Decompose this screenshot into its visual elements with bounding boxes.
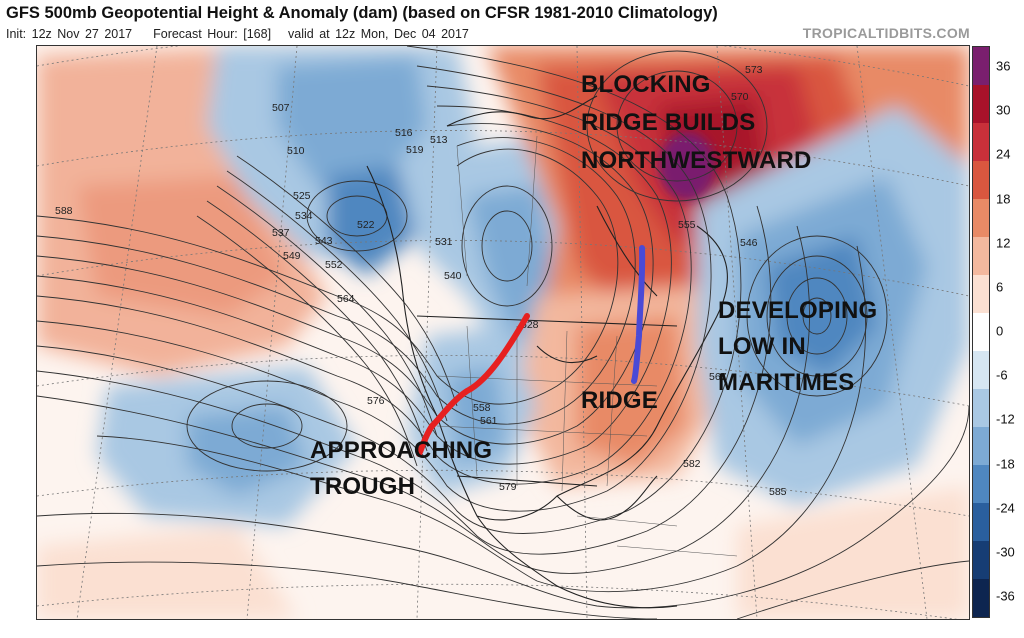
colorbar-tick-label: 6 xyxy=(996,279,1004,295)
contour-label: 549 xyxy=(283,250,301,262)
contour-label: 540 xyxy=(444,270,462,282)
map-title: GFS 500mb Geopotential Height & Anomaly … xyxy=(6,4,718,22)
contour-label: 579 xyxy=(499,481,517,493)
colorbar-tick-label: 0 xyxy=(996,323,1004,339)
contour-label: 537 xyxy=(272,227,290,239)
graticule xyxy=(37,46,969,619)
colorbar-tick-label: -12 xyxy=(996,411,1015,427)
site-watermark: TROPICALTIDBITS.COM xyxy=(802,25,970,41)
maritimes-low-annotation: DEVELOPING LOW IN MARITIMES xyxy=(718,296,877,398)
contour-label: 543 xyxy=(315,235,333,247)
colorbar-tick-label: -36 xyxy=(996,588,1015,604)
contour-label: 567 xyxy=(709,371,727,383)
colorbar-tick-label: -6 xyxy=(996,367,1008,383)
annotation-line: NORTHWESTWARD xyxy=(581,147,812,174)
ridge-axis xyxy=(631,245,646,384)
anomaly-colorbar xyxy=(972,46,990,618)
contour-label: 510 xyxy=(287,145,305,157)
colorbar-tick-label: -18 xyxy=(996,456,1015,471)
contour-label: 552 xyxy=(325,259,343,271)
valid-time: valid at 12z Mon, Dec 04 2017 xyxy=(288,27,469,41)
forecast-hour: Forecast Hour: [168] xyxy=(153,27,272,41)
contour-label: 522 xyxy=(357,219,375,231)
contour-label: 573 xyxy=(745,64,763,76)
contour-labels: 507 510 513 516 519 522 525 528 531 534 … xyxy=(55,64,787,498)
max-anomaly-core xyxy=(659,132,715,200)
map-panel: 507 510 513 516 519 522 525 528 531 534 … xyxy=(36,45,970,620)
anomaly-map: 507 510 513 516 519 522 525 528 531 534 … xyxy=(37,46,969,619)
contour-label: 555 xyxy=(678,219,696,231)
contour-label: 561 xyxy=(480,415,498,427)
contour-label: 570 xyxy=(731,91,749,103)
coastlines xyxy=(366,95,728,609)
annotation-line: APPROACHING xyxy=(310,437,493,464)
init-time: Init: 12z Nov 27 2017 xyxy=(6,27,133,41)
contour-label: 546 xyxy=(740,237,758,249)
state-borders xyxy=(436,135,738,557)
contour-label: 519 xyxy=(406,144,424,156)
annotation-line: MARITIMES xyxy=(718,369,855,396)
contour-label: 585 xyxy=(769,486,787,498)
anomaly-shading xyxy=(37,46,969,619)
colorbar-tick-label: 30 xyxy=(996,102,1011,118)
annotation-line: DEVELOPING xyxy=(718,297,878,324)
colorbar-tick-label: -30 xyxy=(996,544,1015,560)
contour-label: 516 xyxy=(395,127,413,139)
colorbar-tick-label: 12 xyxy=(996,235,1011,251)
annotation-line: LOW IN xyxy=(718,333,806,360)
colorbar-tick-label: -24 xyxy=(996,500,1015,516)
contour-label: 582 xyxy=(683,458,701,470)
contour-label: 558 xyxy=(473,402,491,414)
contour-label: 534 xyxy=(295,210,313,222)
colorbar-tick-label: 24 xyxy=(996,146,1011,162)
trough-annotation: APPROACHING TROUGH xyxy=(310,436,492,502)
contour-label: 564 xyxy=(337,293,355,305)
annotation-line: TROUGH xyxy=(310,473,416,500)
ridge-annotation: RIDGE xyxy=(581,387,659,414)
map-subtitle: Init: 12z Nov 27 2017 Forecast Hour: [16… xyxy=(6,27,469,41)
contour-label: 576 xyxy=(367,395,385,407)
contour-label: 507 xyxy=(272,102,290,114)
contour-label: 588 xyxy=(55,205,73,217)
annotation-line: BLOCKING xyxy=(581,71,711,98)
annotation-line: RIDGE BUILDS xyxy=(581,109,756,136)
map-header: GFS 500mb Geopotential Height & Anomaly … xyxy=(0,0,1024,46)
blocking-ridge-annotation: BLOCKING RIDGE BUILDS NORTHWESTWARD xyxy=(581,70,812,176)
contour-label: 525 xyxy=(293,190,311,202)
height-contours xyxy=(37,46,969,619)
contour-label: 531 xyxy=(435,236,453,248)
colorbar-tick-label: 18 xyxy=(996,191,1011,206)
trough-axis xyxy=(416,313,530,457)
colorbar-tick-label: 36 xyxy=(996,58,1011,74)
contour-label: 513 xyxy=(430,134,448,146)
